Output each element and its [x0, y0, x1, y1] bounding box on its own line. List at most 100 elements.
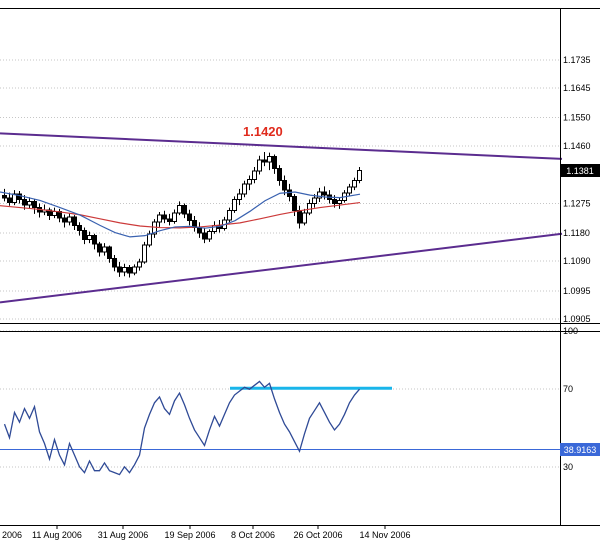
candle-body — [157, 214, 162, 223]
axis-labels: 1.1735 1.1645 1.1550 1.1460 1.1275 1.1180 1.10… — [2, 55, 591, 540]
candle-body — [87, 235, 92, 240]
candle-body — [307, 203, 312, 214]
candle-body — [352, 180, 357, 188]
trendlines — [0, 132, 563, 304]
candle-body — [127, 266, 132, 274]
candle-body — [152, 221, 157, 235]
candle-body — [257, 159, 262, 172]
candle-body — [247, 178, 252, 185]
candle-body — [322, 191, 327, 196]
candle-body — [32, 200, 37, 209]
candle-body — [232, 198, 237, 212]
candle-body — [17, 193, 22, 200]
date-label: 19 Sep 2006 — [164, 530, 215, 540]
candle-body — [287, 189, 292, 197]
level-value-tag-box — [560, 443, 600, 456]
price-tick-label: 1.1735 — [563, 55, 591, 65]
price-tick-label: 1.0995 — [563, 286, 591, 296]
candle-body — [67, 216, 72, 223]
candle-body — [77, 224, 82, 232]
level-value-tag: 38.9163 — [560, 443, 600, 456]
panel-borders — [0, 8, 600, 529]
candle-body — [302, 212, 307, 224]
price-tick-label: 1.1460 — [563, 141, 591, 151]
price-tick-label: 1.1550 — [563, 113, 591, 123]
candle-body — [182, 205, 187, 215]
annotation-high-label[interactable]: 1.1420 — [243, 124, 283, 139]
candle-body — [282, 180, 287, 191]
date-label: 2006 — [2, 530, 22, 540]
candle-body — [117, 266, 122, 273]
price-tick-label: 1.0905 — [563, 314, 591, 324]
oscillator-line — [3, 380, 360, 476]
candle-body — [147, 233, 152, 246]
candle-body — [122, 266, 127, 273]
candle-body — [242, 183, 247, 195]
candle-body — [7, 197, 12, 204]
candle-body — [297, 210, 302, 224]
candle-body — [262, 159, 267, 163]
candle-body — [162, 214, 167, 220]
level-value-label: 38.9163 — [564, 445, 597, 455]
candle-body — [172, 212, 177, 222]
candle-body — [357, 169, 362, 182]
price-tick-label: 1.1275 — [563, 199, 591, 209]
candle-body — [332, 198, 337, 205]
candle-body — [102, 246, 107, 253]
trendline-lower[interactable] — [0, 232, 563, 304]
date-label: 8 Oct 2006 — [231, 530, 275, 540]
date-label: 11 Aug 2006 — [32, 530, 82, 540]
price-tick-label: 1.1180 — [563, 228, 590, 238]
candle-body — [337, 199, 342, 205]
ma-fast-line — [0, 191, 361, 238]
date-label: 26 Oct 2006 — [293, 530, 342, 540]
candle-body — [227, 210, 232, 221]
candle-body — [112, 258, 117, 268]
candle-body — [47, 209, 52, 217]
trendline-upper[interactable] — [0, 132, 563, 160]
candle-body — [82, 230, 87, 240]
candle-body — [2, 195, 7, 199]
candle-body — [312, 197, 317, 205]
candle-body — [317, 191, 322, 199]
date-label: 14 Nov 2006 — [359, 530, 410, 540]
date-label: 31 Aug 2006 — [98, 530, 149, 540]
candle-body — [167, 218, 172, 222]
current-price-tag-box — [560, 164, 600, 177]
candle-body — [177, 205, 182, 214]
candle-body — [292, 195, 297, 212]
oscillator-tick-label: 100 — [563, 326, 578, 336]
candlestick-series — [2, 152, 362, 278]
candle-body — [137, 261, 142, 268]
candle-body — [347, 186, 352, 194]
candle-body — [72, 216, 77, 226]
candle-body — [252, 170, 257, 180]
candle-body — [207, 231, 212, 240]
candle-body — [107, 246, 112, 260]
ma-slow-line — [0, 201, 361, 229]
oscillator-tick-label: 30 — [563, 462, 573, 472]
main-gridlines — [0, 59, 560, 320]
indicator-panel — [0, 330, 560, 476]
candle-body — [92, 235, 97, 245]
oscillator-tick-label: 70 — [563, 384, 573, 394]
price-tick-label: 1.1645 — [563, 83, 591, 93]
candle-body — [237, 193, 242, 200]
candle-body — [97, 243, 102, 253]
candle-body — [267, 156, 272, 163]
candle-body — [62, 217, 67, 223]
candle-body — [202, 232, 207, 240]
candle-body — [277, 167, 282, 182]
current-price-label: 1.1381 — [566, 166, 594, 176]
candle-body — [27, 200, 32, 206]
current-price-tag: 1.1381 — [560, 164, 600, 177]
candle-body — [132, 266, 137, 274]
candle-body — [272, 156, 277, 169]
candle-body — [187, 213, 192, 222]
candle-body — [197, 227, 202, 234]
moving-averages — [0, 191, 361, 238]
candle-body — [22, 198, 27, 206]
candle-body — [142, 244, 147, 263]
